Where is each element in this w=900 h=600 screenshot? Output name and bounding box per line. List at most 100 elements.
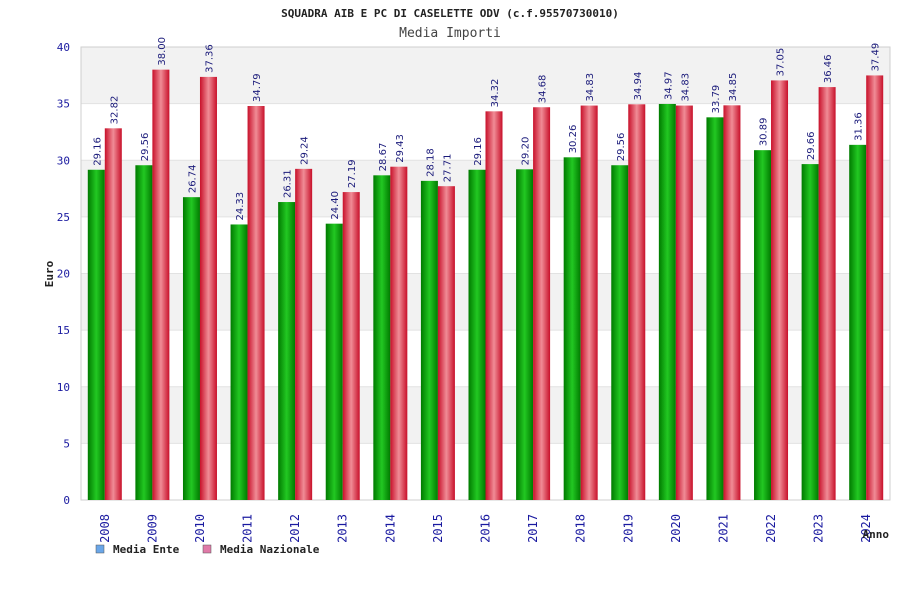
data-label: 32.82 — [109, 96, 120, 125]
bar-media-nazionale — [533, 107, 551, 501]
y-tick-label: 40 — [57, 41, 70, 54]
data-label: 37.36 — [204, 44, 215, 73]
data-label: 34.94 — [633, 72, 644, 101]
y-tick-label: 25 — [57, 211, 70, 224]
x-tick-label: 2012 — [288, 514, 302, 543]
bar-media-ente — [135, 165, 153, 500]
data-label: 29.66 — [806, 131, 817, 160]
bar-media-ente — [611, 165, 629, 500]
x-tick-label: 2024 — [859, 514, 873, 543]
data-label: 29.43 — [395, 134, 406, 163]
y-axis-label: Euro — [43, 260, 56, 287]
plot-area: 0 5 10 15 20 25 30 35 40 29.16 32.82 2008 29.56 38.00… — [57, 37, 891, 543]
data-label: 28.18 — [425, 148, 436, 177]
chart-subtitle: Media Importi — [399, 26, 501, 41]
bar-media-ente — [468, 169, 486, 500]
data-label: 34.79 — [252, 73, 263, 102]
data-label: 30.26 — [568, 125, 579, 154]
data-label: 29.16 — [473, 137, 484, 166]
x-tick-label: 2022 — [764, 514, 778, 543]
data-label: 29.20 — [521, 137, 532, 166]
bar-media-nazionale — [295, 168, 313, 500]
y-tick-label: 0 — [63, 494, 70, 507]
y-tick-label: 5 — [63, 437, 70, 450]
data-label: 37.05 — [776, 48, 787, 77]
x-tick-label: 2019 — [621, 514, 635, 543]
y-tick-label: 30 — [57, 154, 70, 167]
x-tick-label: 2011 — [241, 514, 255, 543]
x-tick-label: 2020 — [669, 514, 683, 543]
bar-media-ente — [658, 103, 676, 500]
y-tick-label: 35 — [57, 98, 70, 111]
data-label: 26.31 — [283, 169, 294, 198]
bar-media-nazionale — [342, 192, 360, 501]
bar-media-nazionale — [723, 105, 741, 500]
bar-media-nazionale — [580, 105, 598, 501]
bar-media-nazionale — [390, 166, 408, 500]
legend-label: Media Ente — [113, 543, 180, 556]
legend-swatch — [95, 544, 105, 554]
bar-media-ente — [325, 223, 343, 501]
x-tick-label: 2017 — [526, 514, 540, 543]
data-label: 34.83 — [680, 73, 691, 102]
legend: Media Ente Media Nazionale — [95, 543, 320, 556]
data-label: 29.56 — [616, 133, 627, 162]
chart-title: SQUADRA AIB E PC DI CASELETTE ODV (c.f.9… — [281, 7, 619, 20]
x-tick-label: 2010 — [193, 514, 207, 543]
data-label: 28.67 — [378, 143, 389, 172]
y-tick-label: 15 — [57, 324, 70, 337]
data-label: 24.33 — [235, 192, 246, 221]
bar-media-nazionale — [437, 186, 455, 500]
bar-media-ente — [801, 164, 819, 500]
data-label: 33.79 — [711, 85, 722, 114]
y-tick-label: 20 — [57, 268, 70, 281]
bar-media-ente — [849, 144, 867, 500]
x-tick-label: 2018 — [574, 514, 588, 543]
x-tick-label: 2014 — [383, 514, 397, 543]
data-label: 29.16 — [92, 137, 103, 166]
bar-media-nazionale — [485, 111, 503, 501]
data-label: 29.56 — [140, 133, 151, 162]
x-tick-label: 2009 — [145, 514, 159, 543]
bar-media-nazionale — [818, 87, 836, 500]
legend-label: Media Nazionale — [220, 543, 320, 556]
x-axis-label: Anno — [863, 528, 890, 541]
data-label: 38.00 — [157, 37, 168, 66]
bar-media-nazionale — [152, 69, 170, 501]
data-label: 27.19 — [347, 159, 358, 188]
bar-media-nazionale — [628, 104, 646, 500]
data-label: 27.71 — [442, 154, 453, 183]
x-tick-label: 2023 — [812, 514, 826, 543]
data-label: 34.85 — [728, 73, 739, 102]
data-label: 34.83 — [585, 73, 596, 102]
y-tick-label: 10 — [57, 381, 70, 394]
x-tick-label: 2021 — [716, 514, 730, 543]
bar-media-nazionale — [104, 128, 122, 500]
data-label: 30.89 — [759, 118, 770, 147]
x-tick-label: 2016 — [479, 514, 493, 543]
data-label: 29.24 — [300, 136, 311, 165]
bar-media-ente — [230, 224, 248, 500]
bar-media-ente — [182, 197, 200, 500]
data-label: 24.40 — [330, 191, 341, 220]
data-label: 31.36 — [854, 112, 865, 141]
x-tick-label: 2015 — [431, 514, 445, 543]
data-label: 26.74 — [187, 165, 198, 194]
bar-media-ente — [373, 175, 391, 500]
legend-swatch — [202, 544, 212, 554]
bar-media-nazionale — [771, 80, 789, 500]
x-tick-label: 2013 — [336, 514, 350, 543]
bar-media-nazionale — [199, 76, 217, 500]
data-label: 34.97 — [663, 71, 674, 100]
bar-media-ente — [754, 150, 772, 500]
bar-media-ente — [563, 157, 581, 501]
data-label: 34.68 — [538, 75, 549, 104]
data-label: 34.32 — [490, 79, 501, 108]
bar-media-ente — [516, 169, 534, 500]
bar-media-ente — [706, 117, 724, 500]
bar-media-ente — [87, 169, 105, 500]
bar-media-nazionale — [247, 106, 265, 501]
bar-media-ente — [420, 180, 438, 500]
bar-media-nazionale — [675, 105, 693, 501]
